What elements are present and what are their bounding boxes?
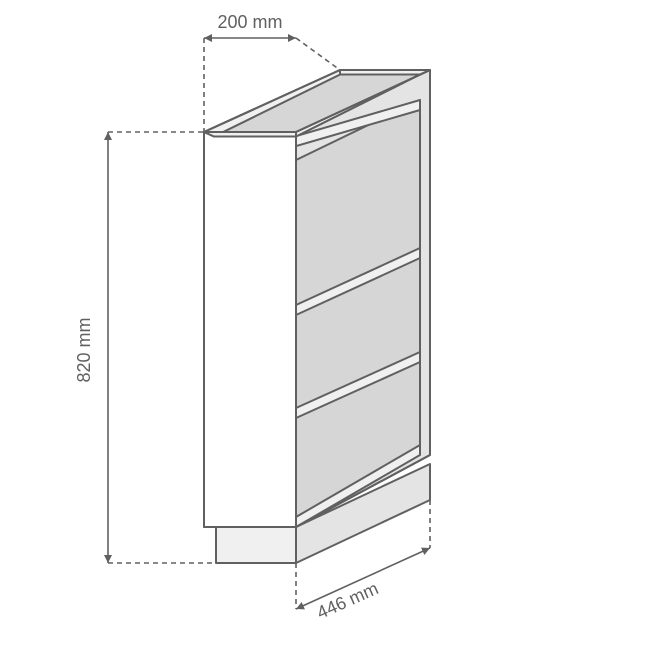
dimensions.width.label: 200 mm (217, 12, 282, 32)
arrowhead (204, 34, 212, 42)
plinth-front (216, 527, 296, 563)
front-left-panel (204, 132, 296, 527)
arrowhead (104, 555, 112, 563)
arrowhead (104, 132, 112, 140)
dim-width-ext-right (296, 38, 340, 70)
dimensions.height.label: 820 mm (74, 317, 94, 382)
arrowhead (288, 34, 296, 42)
